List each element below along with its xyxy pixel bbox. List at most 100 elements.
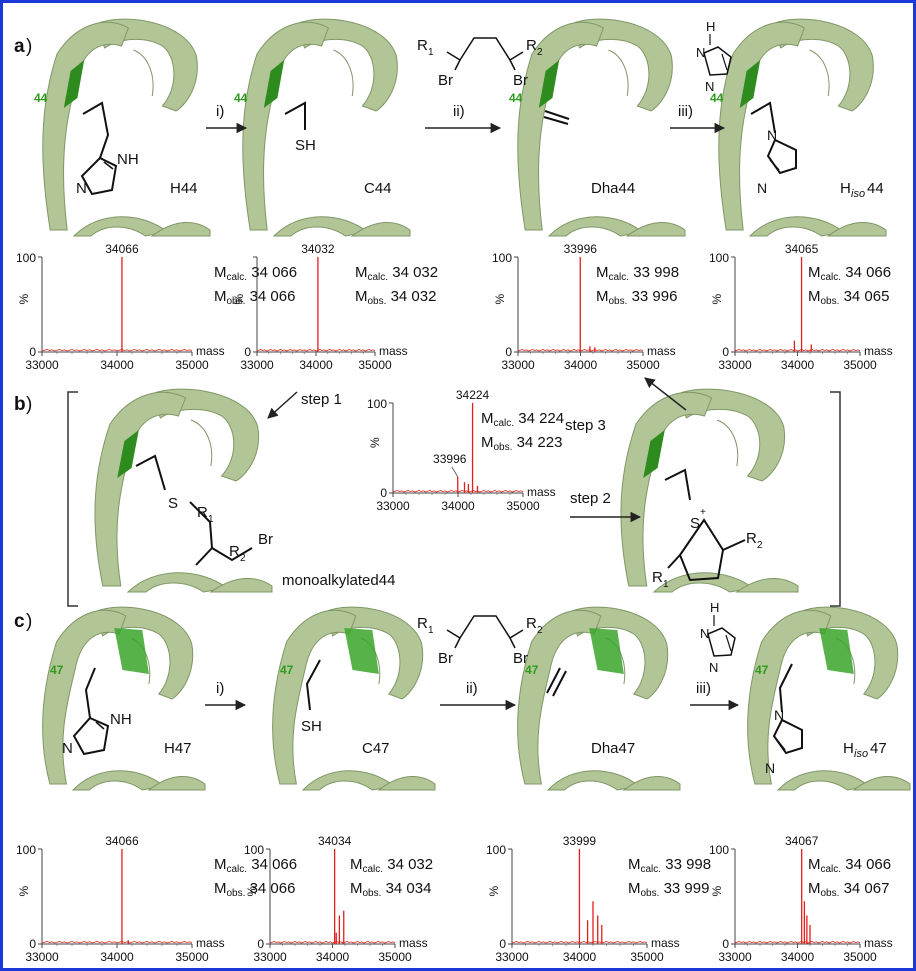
highlighted-residue-segment xyxy=(63,60,85,108)
x-tick-label: 35000 xyxy=(506,499,540,513)
panel-label-b: b ) xyxy=(14,394,32,415)
panel-label-c: c ) xyxy=(14,611,32,632)
svg-text:1: 1 xyxy=(428,625,434,636)
peak-label: 34066 xyxy=(105,242,139,256)
helix-ribbon-front xyxy=(242,21,330,231)
arrow-step1 xyxy=(267,391,298,419)
helix-ribbon-front xyxy=(94,391,187,587)
svg-text:47: 47 xyxy=(870,740,887,757)
highlighted-residue-segment xyxy=(589,628,624,674)
highlighted-residue-segment xyxy=(344,628,379,674)
x-tick-label: 34000 xyxy=(441,499,475,513)
svg-text:R: R xyxy=(526,615,537,632)
svg-text:2: 2 xyxy=(537,625,543,636)
svg-text:Br: Br xyxy=(513,72,528,89)
y-tick-label: 0 xyxy=(257,937,264,951)
svg-text:44: 44 xyxy=(867,180,884,197)
dha47-side-chain xyxy=(546,667,567,697)
svg-text:H: H xyxy=(706,19,715,34)
helix-fold-line xyxy=(809,49,830,97)
y-tick-label: 100 xyxy=(492,251,512,265)
helix-ribbon-bottom xyxy=(652,572,755,593)
y-tick-label: 100 xyxy=(486,843,506,857)
step-a-ii-label: ii) xyxy=(453,103,465,120)
tile-h47: 47 xyxy=(42,606,206,791)
x-tick-label: 33000 xyxy=(718,950,752,964)
row-a-structures: 44 44 44 44 xyxy=(34,18,887,237)
x-axis-unit: mass xyxy=(647,344,676,358)
svg-text:R: R xyxy=(197,504,208,521)
tile-sulfonium44 xyxy=(620,388,799,593)
hiso47-label: H iso 47 xyxy=(843,740,887,760)
y-tick-label: 100 xyxy=(16,251,36,265)
x-axis-unit: mass xyxy=(399,936,428,950)
spectrum-baseline xyxy=(734,940,861,944)
helix-ribbon-back xyxy=(323,606,424,700)
helix-ribbon-front xyxy=(747,609,832,785)
hiso44-n1-label: N xyxy=(767,127,777,143)
monoalkylated-side-chain xyxy=(135,454,253,566)
m-obs-annotation: Mobs. 34 032 xyxy=(355,288,436,307)
x-axis-unit: mass xyxy=(379,344,408,358)
imidazole-reagent-c: H N N xyxy=(700,600,736,675)
svg-text:2: 2 xyxy=(537,47,543,58)
c47-side-chain xyxy=(305,659,321,711)
x-tick-label: 35000 xyxy=(175,358,209,372)
y-tick-label: 100 xyxy=(16,843,36,857)
m-calc-annotation: Mcalc. 34 066 xyxy=(214,264,297,283)
helix-ribbon-front xyxy=(42,21,130,231)
helix-ribbon-bottom-right xyxy=(622,775,681,791)
svg-text:R: R xyxy=(417,37,428,54)
helix-ribbon-bottom xyxy=(126,572,229,593)
helix-ribbon-bottom-right xyxy=(735,577,799,593)
h47-n-label: N xyxy=(62,740,73,757)
helix-ribbon-bottom-right xyxy=(852,775,911,791)
svg-text:1: 1 xyxy=(428,47,434,58)
x-tick-label: 33000 xyxy=(501,358,535,372)
monoalkylated-label: monoalkylated44 xyxy=(282,572,395,589)
helix-ribbon-front xyxy=(272,609,357,785)
m-calc-annotation: Mcalc. 34 066 xyxy=(808,856,891,875)
m-obs-annotation: Mobs. 34 034 xyxy=(350,880,431,899)
residue-number-label: 47 xyxy=(755,663,769,677)
panel-letter-a: a xyxy=(14,36,25,57)
helix-ribbon-back xyxy=(570,18,673,112)
m-calc-annotation: Mcalc. 34 066 xyxy=(808,264,891,283)
spectrum-baseline xyxy=(41,348,193,352)
svg-text:Br: Br xyxy=(438,650,453,667)
svg-text:R: R xyxy=(526,37,537,54)
residue-number-label: 44 xyxy=(34,91,48,105)
mono-r2-label: R 2 xyxy=(229,543,246,564)
x-tick-label: 33000 xyxy=(495,950,529,964)
h47-label: H47 xyxy=(164,740,192,757)
panel-label-a: a ) xyxy=(14,36,32,57)
tile-hiso47: 47 xyxy=(747,606,911,791)
helix-ribbon-bottom xyxy=(776,770,870,791)
helix-fold-line xyxy=(716,419,739,467)
x-tick-label: 34000 xyxy=(299,358,333,372)
step2-label: step 2 xyxy=(570,490,611,507)
hiso47-n1-label: N xyxy=(774,707,784,723)
y-axis-unit: % xyxy=(232,294,246,305)
m-calc-annotation: Mcalc. 34 224 xyxy=(481,410,564,429)
helix-ribbon-front xyxy=(517,609,602,785)
secondary-peak-pointer xyxy=(451,466,459,478)
helix-ribbon-bottom xyxy=(72,216,169,237)
x-tick-label: 35000 xyxy=(175,950,209,964)
helix-ribbon-bottom xyxy=(301,770,395,791)
spectrum-baseline xyxy=(269,940,396,944)
highlighted-residue-segment xyxy=(739,60,761,108)
y-tick-label: 100 xyxy=(709,843,729,857)
mono-r1-label: R 1 xyxy=(197,504,214,525)
svg-text:Br: Br xyxy=(438,72,453,89)
step-a-i-label: i) xyxy=(216,103,224,120)
highlighted-residue-segment xyxy=(117,430,139,478)
m-obs-annotation: Mobs. 34 067 xyxy=(808,880,889,899)
h44-nh-label: NH xyxy=(117,151,139,168)
y-tick-label: 0 xyxy=(505,345,512,359)
x-tick-label: 34000 xyxy=(564,358,598,372)
svg-text:N: N xyxy=(709,660,718,675)
c47-sh-label: SH xyxy=(301,718,322,735)
mass-spectrum-a3: 33000 34000 35000 100 0% mass 33996 Mcalc. 33 9… xyxy=(492,242,679,372)
helix-ribbon-back xyxy=(295,18,398,112)
